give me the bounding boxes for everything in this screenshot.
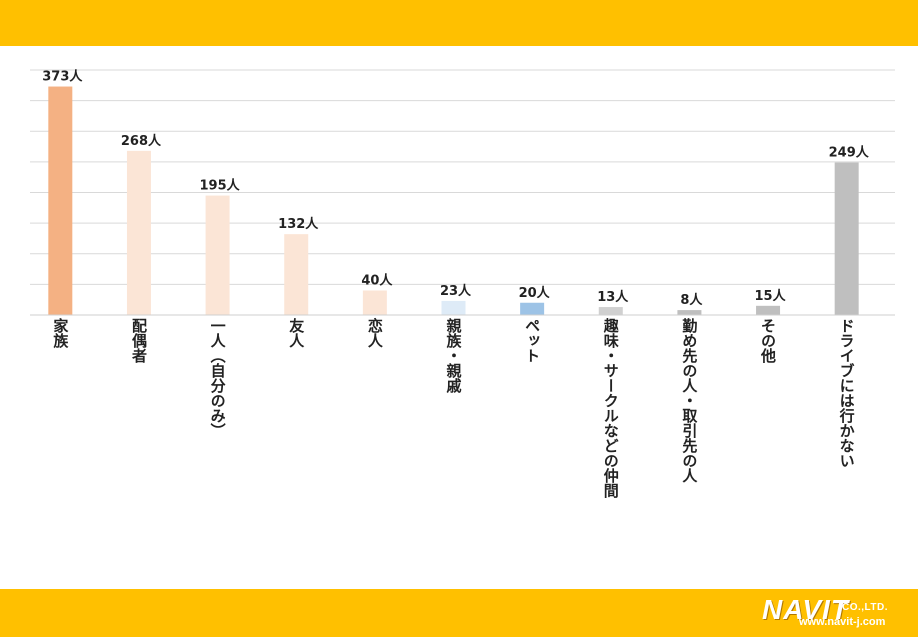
data-label: 20人 bbox=[519, 285, 551, 301]
category-label: 親族・親戚 bbox=[444, 318, 463, 393]
bar bbox=[756, 305, 781, 315]
top-banner bbox=[0, 0, 918, 46]
category-label: ドライブには行かない bbox=[837, 318, 856, 468]
category-label: 勤め先の人・取引先の人 bbox=[680, 318, 699, 483]
category-label: 趣味・サークルなどの仲間 bbox=[601, 318, 620, 498]
bar bbox=[520, 302, 545, 315]
logo-url: www.navit-j.com bbox=[799, 616, 886, 628]
bar bbox=[598, 307, 623, 315]
data-label: 132人 bbox=[278, 216, 319, 232]
data-label: 15人 bbox=[754, 288, 786, 304]
category-label: 家族 bbox=[51, 318, 70, 348]
gridlines bbox=[30, 69, 895, 285]
navit-logo: NAVIT CO.,LTD. www.navit-j.com bbox=[762, 594, 912, 632]
data-label: 23人 bbox=[440, 283, 472, 299]
bar bbox=[205, 195, 230, 315]
bar bbox=[284, 234, 309, 315]
logo-company-suffix: CO.,LTD. bbox=[842, 602, 889, 613]
data-label: 195人 bbox=[200, 178, 241, 194]
category-label: 友人 bbox=[287, 318, 306, 348]
bar bbox=[834, 162, 859, 315]
data-label: 8人 bbox=[680, 292, 703, 308]
bottom-banner bbox=[0, 589, 918, 637]
bar bbox=[677, 310, 702, 315]
data-labels: 373人 268人 195人 132人 40人 23人 20人 13人 8人 15人 249人 bbox=[42, 69, 869, 309]
bar bbox=[48, 86, 73, 315]
category-label: 配偶者 bbox=[129, 318, 148, 363]
bars bbox=[48, 86, 859, 315]
category-label: ペット bbox=[523, 318, 542, 363]
category-label: その他 bbox=[759, 318, 778, 363]
data-label: 40人 bbox=[361, 273, 393, 289]
category-label: 一人（自分のみ） bbox=[208, 318, 227, 438]
data-label: 13人 bbox=[597, 289, 629, 305]
category-label: 恋人 bbox=[365, 318, 384, 348]
bar bbox=[441, 300, 466, 315]
bar bbox=[362, 290, 387, 315]
logo-brand: NAVIT bbox=[762, 594, 849, 625]
data-label: 268人 bbox=[121, 133, 162, 149]
data-label: 373人 bbox=[42, 69, 83, 85]
bar bbox=[126, 150, 151, 315]
data-label: 249人 bbox=[829, 144, 870, 160]
